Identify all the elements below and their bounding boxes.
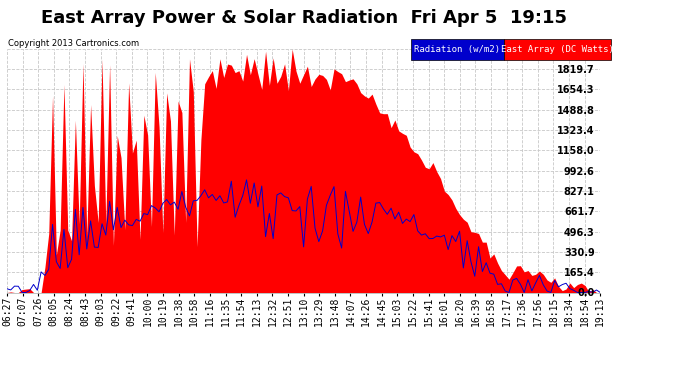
Text: Radiation (w/m2): Radiation (w/m2) (414, 45, 500, 54)
Text: East Array (DC Watts): East Array (DC Watts) (501, 45, 613, 54)
Text: East Array Power & Solar Radiation  Fri Apr 5  19:15: East Array Power & Solar Radiation Fri A… (41, 9, 566, 27)
Text: Copyright 2013 Cartronics.com: Copyright 2013 Cartronics.com (8, 39, 139, 48)
